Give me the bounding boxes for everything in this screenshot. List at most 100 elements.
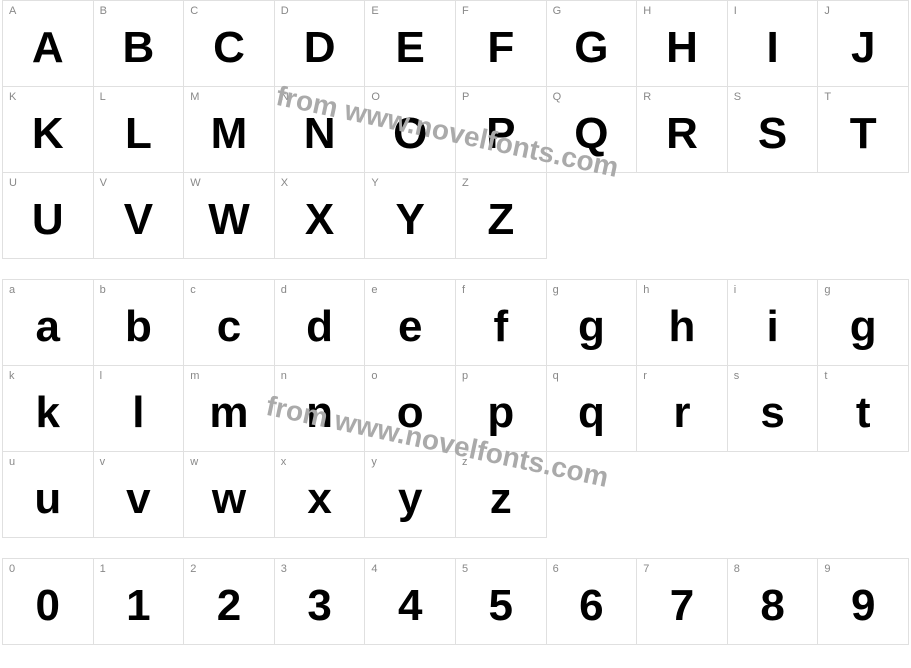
glyph-display: Q xyxy=(574,112,608,156)
glyph-cell: VV xyxy=(94,173,185,259)
glyph-display: N xyxy=(304,112,336,156)
digits-grid: 00112233445566778899 xyxy=(2,558,909,645)
glyph-cell: OO xyxy=(365,87,456,173)
glyph-cell: oo xyxy=(365,366,456,452)
glyph-label: A xyxy=(9,5,16,17)
lowercase-grid: aabbccddeeffgghhiiggkkllmmnnooppqqrrsstt… xyxy=(2,279,909,538)
glyph-label: p xyxy=(462,370,468,382)
glyph-label: 5 xyxy=(462,563,468,575)
glyph-display: o xyxy=(397,391,424,435)
glyph-display: H xyxy=(666,26,698,70)
glyph-label: 1 xyxy=(100,563,106,575)
glyph-display: c xyxy=(217,305,241,349)
glyph-label: f xyxy=(462,284,465,296)
glyph-cell: SS xyxy=(728,87,819,173)
glyph-cell: RR xyxy=(637,87,728,173)
glyph-display: b xyxy=(125,305,152,349)
glyph-label: F xyxy=(462,5,469,17)
glyph-cell: vv xyxy=(94,452,185,538)
glyph-label: K xyxy=(9,91,16,103)
glyph-display: P xyxy=(486,112,515,156)
glyph-cell: ZZ xyxy=(456,173,547,259)
glyph-cell: cc xyxy=(184,280,275,366)
glyph-label: 3 xyxy=(281,563,287,575)
glyph-cell: 00 xyxy=(3,559,94,645)
glyph-label: v xyxy=(100,456,106,468)
glyph-display: 4 xyxy=(398,584,422,628)
glyph-cell: KK xyxy=(3,87,94,173)
glyph-label: 7 xyxy=(643,563,649,575)
glyph-display: Z xyxy=(487,198,514,242)
glyph-cell: gg xyxy=(547,280,638,366)
glyph-cell: XX xyxy=(275,173,366,259)
glyph-display: T xyxy=(850,112,877,156)
glyph-cell: CC xyxy=(184,1,275,87)
glyph-label: o xyxy=(371,370,377,382)
glyph-cell: kk xyxy=(3,366,94,452)
glyph-label: x xyxy=(281,456,287,468)
glyph-display: G xyxy=(574,26,608,70)
glyph-cell: HH xyxy=(637,1,728,87)
glyph-display: K xyxy=(32,112,64,156)
glyph-label: N xyxy=(281,91,289,103)
glyph-display: 3 xyxy=(307,584,331,628)
glyph-display: C xyxy=(213,26,245,70)
glyph-cell: 99 xyxy=(818,559,909,645)
glyph-display: i xyxy=(766,305,778,349)
glyph-cell: nn xyxy=(275,366,366,452)
glyph-label: G xyxy=(553,5,562,17)
glyph-display: A xyxy=(32,26,64,70)
glyph-cell: tt xyxy=(818,366,909,452)
glyph-label: O xyxy=(371,91,380,103)
glyph-label: b xyxy=(100,284,106,296)
glyph-cell: mm xyxy=(184,366,275,452)
glyph-cell: rr xyxy=(637,366,728,452)
glyph-label: M xyxy=(190,91,199,103)
glyph-cell: BB xyxy=(94,1,185,87)
glyph-cell: FF xyxy=(456,1,547,87)
glyph-cell: ss xyxy=(728,366,819,452)
glyph-display: I xyxy=(766,26,778,70)
glyph-display: t xyxy=(856,391,871,435)
glyph-label: z xyxy=(462,456,468,468)
glyph-cell: ww xyxy=(184,452,275,538)
glyph-display: m xyxy=(209,391,248,435)
glyph-cell: QQ xyxy=(547,87,638,173)
glyph-cell: dd xyxy=(275,280,366,366)
glyph-label: E xyxy=(371,5,378,17)
glyph-display: s xyxy=(760,391,784,435)
glyph-label: w xyxy=(190,456,198,468)
glyph-label: m xyxy=(190,370,199,382)
glyph-display: 9 xyxy=(851,584,875,628)
glyph-label: e xyxy=(371,284,377,296)
glyph-display: B xyxy=(123,26,155,70)
glyph-label: 6 xyxy=(553,563,559,575)
glyph-display: 7 xyxy=(670,584,694,628)
glyph-label: S xyxy=(734,91,741,103)
glyph-cell: ii xyxy=(728,280,819,366)
glyph-cell: AA xyxy=(3,1,94,87)
glyph-cell: WW xyxy=(184,173,275,259)
glyph-cell: DD xyxy=(275,1,366,87)
glyph-display: p xyxy=(487,391,514,435)
glyph-cell: pp xyxy=(456,366,547,452)
glyph-cell: MM xyxy=(184,87,275,173)
glyph-cell: UU xyxy=(3,173,94,259)
glyph-display: J xyxy=(851,26,875,70)
glyph-display: q xyxy=(578,391,605,435)
glyph-cell: ee xyxy=(365,280,456,366)
glyph-label: J xyxy=(824,5,830,17)
glyph-cell: NN xyxy=(275,87,366,173)
glyph-display: y xyxy=(398,477,422,521)
glyph-label: g xyxy=(553,284,559,296)
glyph-cell: 11 xyxy=(94,559,185,645)
glyph-label: W xyxy=(190,177,200,189)
glyph-cell: 88 xyxy=(728,559,819,645)
glyph-label: 4 xyxy=(371,563,377,575)
glyph-label: 8 xyxy=(734,563,740,575)
glyph-cell: II xyxy=(728,1,819,87)
glyph-cell: 66 xyxy=(547,559,638,645)
glyph-label: s xyxy=(734,370,740,382)
glyph-display: g xyxy=(578,305,605,349)
glyph-cell: qq xyxy=(547,366,638,452)
